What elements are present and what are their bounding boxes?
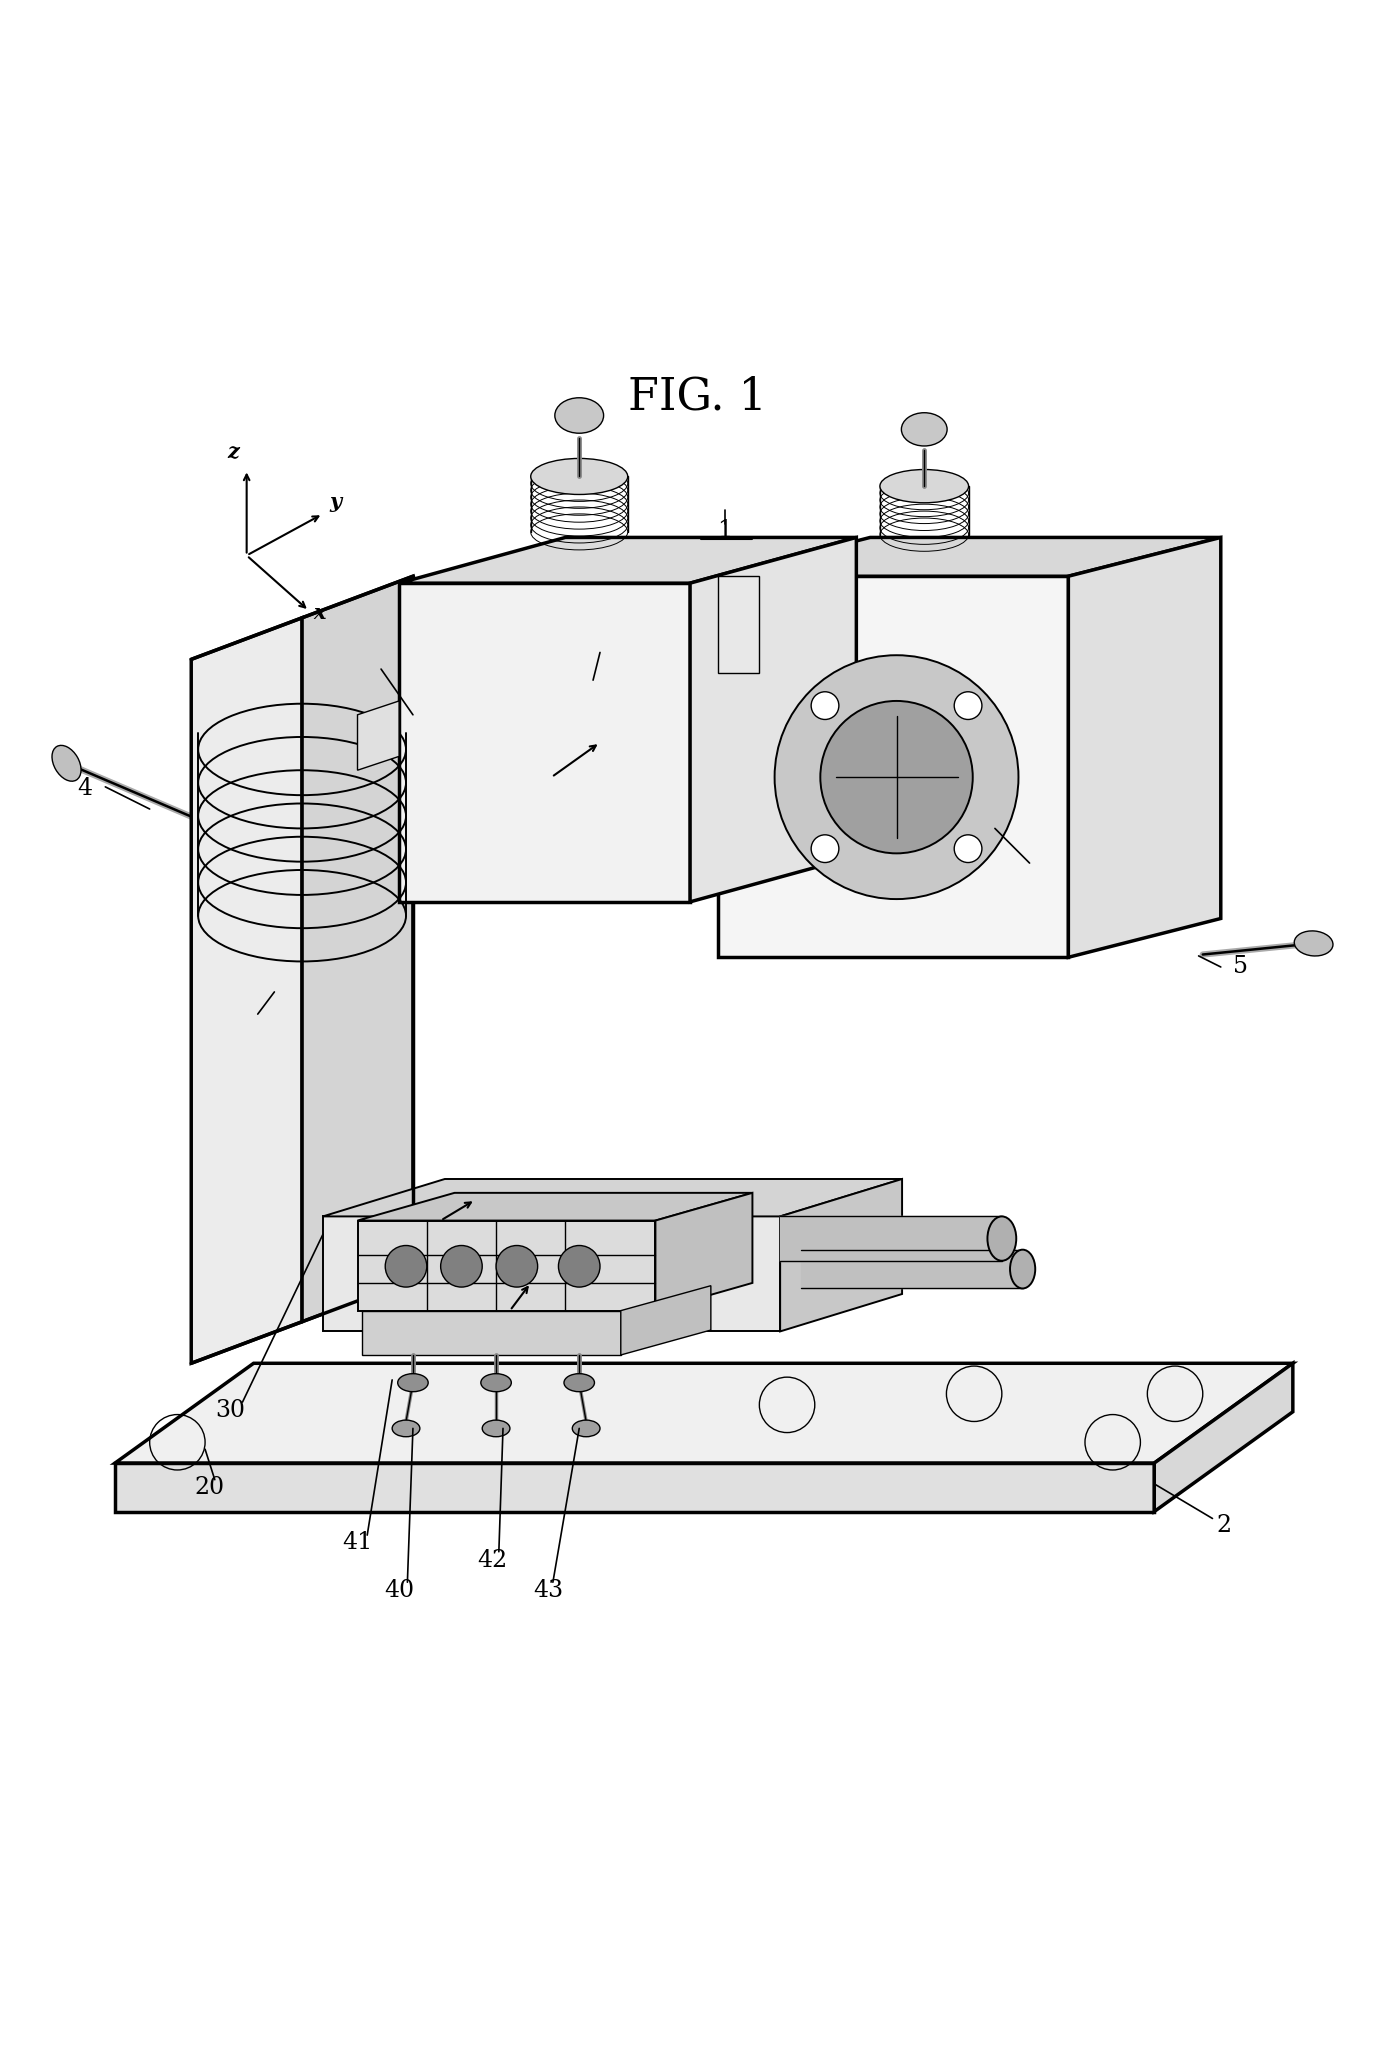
Text: 5: 5 <box>1232 955 1248 978</box>
Ellipse shape <box>481 1375 512 1391</box>
Ellipse shape <box>880 469 969 502</box>
Ellipse shape <box>1294 930 1333 955</box>
Polygon shape <box>399 583 690 901</box>
Circle shape <box>955 692 981 719</box>
Polygon shape <box>718 577 760 674</box>
Text: 301: 301 <box>1015 858 1061 881</box>
Ellipse shape <box>52 746 81 781</box>
Text: 10: 10 <box>350 653 379 676</box>
Ellipse shape <box>902 413 947 446</box>
Circle shape <box>811 692 839 719</box>
Ellipse shape <box>1011 1251 1036 1288</box>
Text: 1: 1 <box>717 519 732 542</box>
Circle shape <box>441 1246 482 1288</box>
Polygon shape <box>191 618 302 1364</box>
Ellipse shape <box>555 397 604 434</box>
Polygon shape <box>323 1215 781 1331</box>
Text: FIG. 1: FIG. 1 <box>627 376 767 418</box>
Ellipse shape <box>482 1420 510 1437</box>
Text: 2: 2 <box>1216 1513 1231 1538</box>
Polygon shape <box>718 577 1068 957</box>
Ellipse shape <box>987 1215 1016 1261</box>
Ellipse shape <box>397 1375 428 1391</box>
Circle shape <box>559 1246 599 1288</box>
Text: 30: 30 <box>215 1399 245 1422</box>
Text: 40: 40 <box>383 1579 414 1602</box>
Text: 20: 20 <box>194 1476 224 1499</box>
Circle shape <box>811 835 839 862</box>
Polygon shape <box>399 537 856 583</box>
Text: 3: 3 <box>244 1011 258 1034</box>
Ellipse shape <box>531 459 627 494</box>
Polygon shape <box>1068 537 1221 957</box>
Text: 4: 4 <box>77 777 92 800</box>
Polygon shape <box>620 1286 711 1356</box>
Circle shape <box>385 1246 427 1288</box>
Text: z: z <box>227 442 238 463</box>
Circle shape <box>496 1246 538 1288</box>
Ellipse shape <box>392 1420 420 1437</box>
Polygon shape <box>690 537 856 901</box>
Polygon shape <box>781 1178 902 1331</box>
Circle shape <box>820 701 973 854</box>
Text: x: x <box>314 604 326 622</box>
Text: y: y <box>329 492 342 513</box>
Text: 43: 43 <box>534 1579 563 1602</box>
Polygon shape <box>116 1463 1154 1511</box>
Polygon shape <box>116 1364 1292 1463</box>
Polygon shape <box>655 1193 753 1310</box>
Circle shape <box>775 655 1019 899</box>
Polygon shape <box>357 1222 655 1310</box>
Text: 13: 13 <box>588 635 618 657</box>
Polygon shape <box>718 537 1221 577</box>
Ellipse shape <box>573 1420 599 1437</box>
Circle shape <box>955 835 981 862</box>
Polygon shape <box>1154 1364 1292 1511</box>
Polygon shape <box>323 1178 902 1215</box>
Polygon shape <box>357 701 399 771</box>
Text: 42: 42 <box>477 1548 507 1571</box>
Polygon shape <box>361 1310 620 1356</box>
Ellipse shape <box>565 1375 594 1391</box>
Polygon shape <box>357 1193 753 1222</box>
Text: 41: 41 <box>343 1530 372 1554</box>
Polygon shape <box>302 577 413 1321</box>
